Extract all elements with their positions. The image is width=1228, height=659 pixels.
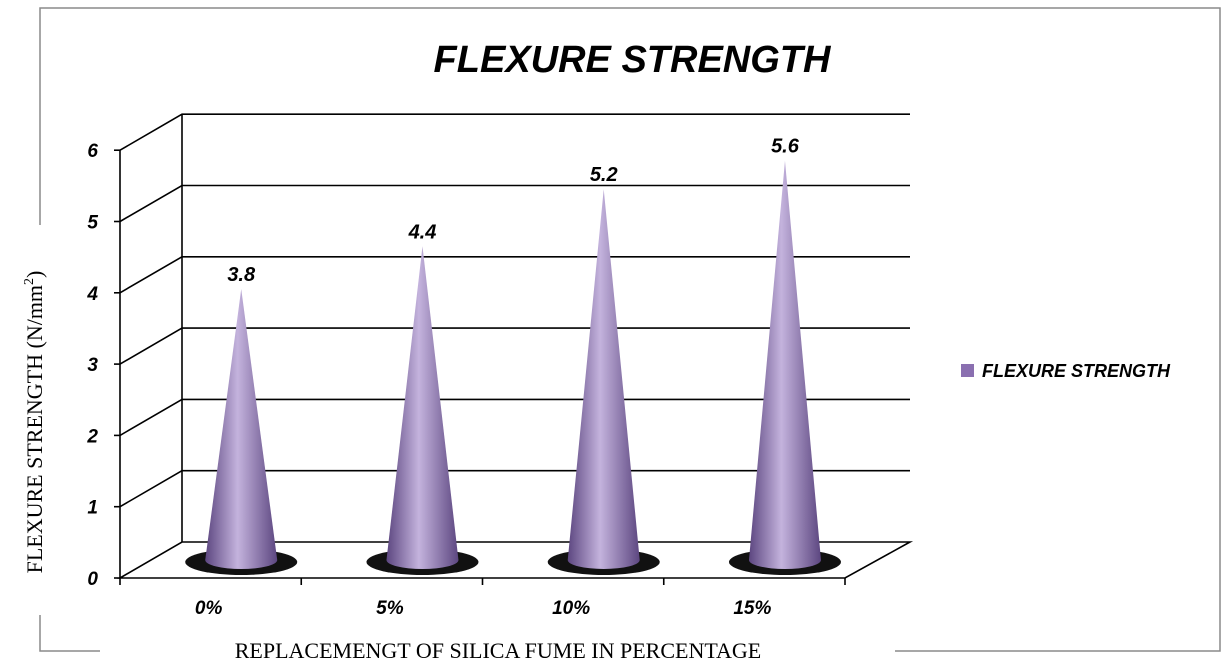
y-tick-label: 3 xyxy=(87,355,98,376)
y-tick-label: 1 xyxy=(87,498,98,519)
x-axis-ticks: 0% 5% 10% 15% xyxy=(119,578,846,619)
gridline xyxy=(119,255,910,294)
y-axis-ticks: 0 1 2 3 4 5 6 xyxy=(86,141,98,590)
y-axis-label-superscript: 2 xyxy=(22,278,37,285)
data-label: 3.8 xyxy=(227,264,256,286)
x-tick-label: 0% xyxy=(195,598,223,619)
x-tick-label: 10% xyxy=(552,598,590,619)
legend-swatch xyxy=(961,364,974,377)
y-tick-label: 5 xyxy=(87,213,98,234)
chart-frame xyxy=(39,7,1221,652)
bar-cone xyxy=(567,189,640,569)
legend-label: FLEXURE STRENGTH xyxy=(982,361,1171,381)
x-tick-label: 5% xyxy=(376,598,404,619)
y-axis-label: FLEXURE STRENGTH (N/mm2) xyxy=(22,271,47,574)
gridline xyxy=(119,184,910,223)
y-tick-label: 4 xyxy=(86,284,98,305)
bar-cone xyxy=(386,246,459,569)
data-labels: 3.8 4.4 5.2 5.6 xyxy=(227,136,799,286)
gridline xyxy=(119,327,910,365)
gridline xyxy=(119,113,910,151)
gridline xyxy=(119,398,910,437)
legend: FLEXURE STRENGTH xyxy=(961,361,1171,381)
plot-grid xyxy=(114,113,914,579)
chart-title: FLEXURE STRENGTH xyxy=(434,39,832,81)
bar xyxy=(547,189,660,575)
plot-floor xyxy=(117,541,914,579)
x-tick-label: 15% xyxy=(733,598,771,619)
data-label: 5.2 xyxy=(590,164,618,186)
bar xyxy=(728,160,841,575)
y-axis-label-suffix: ) xyxy=(22,271,47,278)
y-tick-label: 6 xyxy=(87,141,98,162)
x-axis-label: REPLACEMENGT OF SILICA FUME IN PERCENTAG… xyxy=(235,638,761,659)
y-tick-label: 2 xyxy=(86,426,98,447)
y-tick-label: 0 xyxy=(87,569,98,590)
bar-cone xyxy=(748,160,821,569)
bars xyxy=(185,160,841,575)
bar xyxy=(366,246,479,575)
data-label: 4.4 xyxy=(408,221,437,243)
y-axis-label-main: FLEXURE STRENGTH (N/mm xyxy=(22,285,47,573)
gridline xyxy=(119,469,910,508)
bar-cone xyxy=(205,289,278,569)
data-label: 5.6 xyxy=(771,136,800,158)
bar xyxy=(185,289,298,575)
